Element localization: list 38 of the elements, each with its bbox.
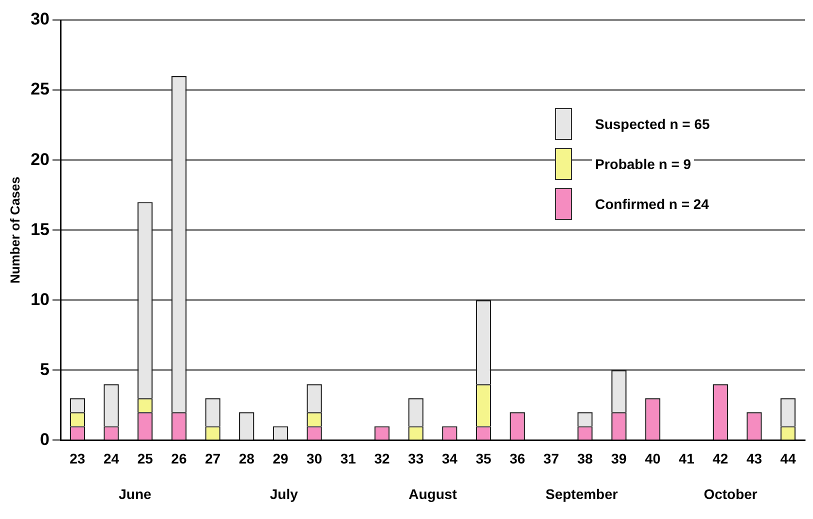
y-tick-label: 10: [30, 290, 50, 309]
text: August: [408, 486, 458, 502]
x-tick-label: 28: [238, 450, 255, 466]
y-tick-label: 5: [40, 360, 50, 379]
x-tick-label: 44: [780, 450, 796, 466]
x-tick-label: 27: [205, 450, 221, 466]
text: June: [118, 486, 152, 502]
x-tick-label: 26: [171, 450, 187, 466]
text: October: [704, 486, 758, 502]
y-tick-label: 25: [30, 80, 50, 99]
x-tick-label: 42: [712, 450, 728, 466]
x-tick-label: 40: [644, 450, 661, 466]
y-tick-label: 0: [40, 430, 50, 449]
x-tick-label: 37: [543, 450, 560, 466]
text: September: [545, 486, 618, 502]
y-tick-label: 15: [30, 220, 50, 239]
legend-label: Confirmed n = 24: [592, 194, 712, 214]
legend-label: Suspected n = 65: [592, 114, 713, 134]
x-tick-label: 34: [442, 450, 458, 466]
x-tick-label: 43: [746, 450, 762, 466]
x-tick-label: 41: [678, 450, 695, 466]
legend-label: Probable n = 9: [592, 154, 694, 174]
x-tick-label: 25: [137, 450, 154, 466]
y-tick-label: 20: [30, 150, 50, 169]
x-tick-label: 31: [340, 450, 356, 466]
x-tick-label: 33: [408, 450, 424, 466]
x-tick-label: 23: [70, 450, 86, 466]
x-tick-label: 38: [577, 450, 594, 466]
y-tick-label: 30: [30, 10, 50, 29]
x-tick-label: 24: [103, 450, 120, 466]
text: July: [270, 486, 298, 502]
x-tick-label: 32: [374, 450, 390, 466]
x-tick-label: 30: [306, 450, 322, 466]
x-tick-label: 36: [510, 450, 526, 466]
x-tick-label: 35: [476, 450, 492, 466]
x-tick-label: 29: [272, 450, 288, 466]
y-axis-title: Number of Cases: [7, 176, 22, 284]
x-tick-label: 39: [611, 450, 627, 466]
